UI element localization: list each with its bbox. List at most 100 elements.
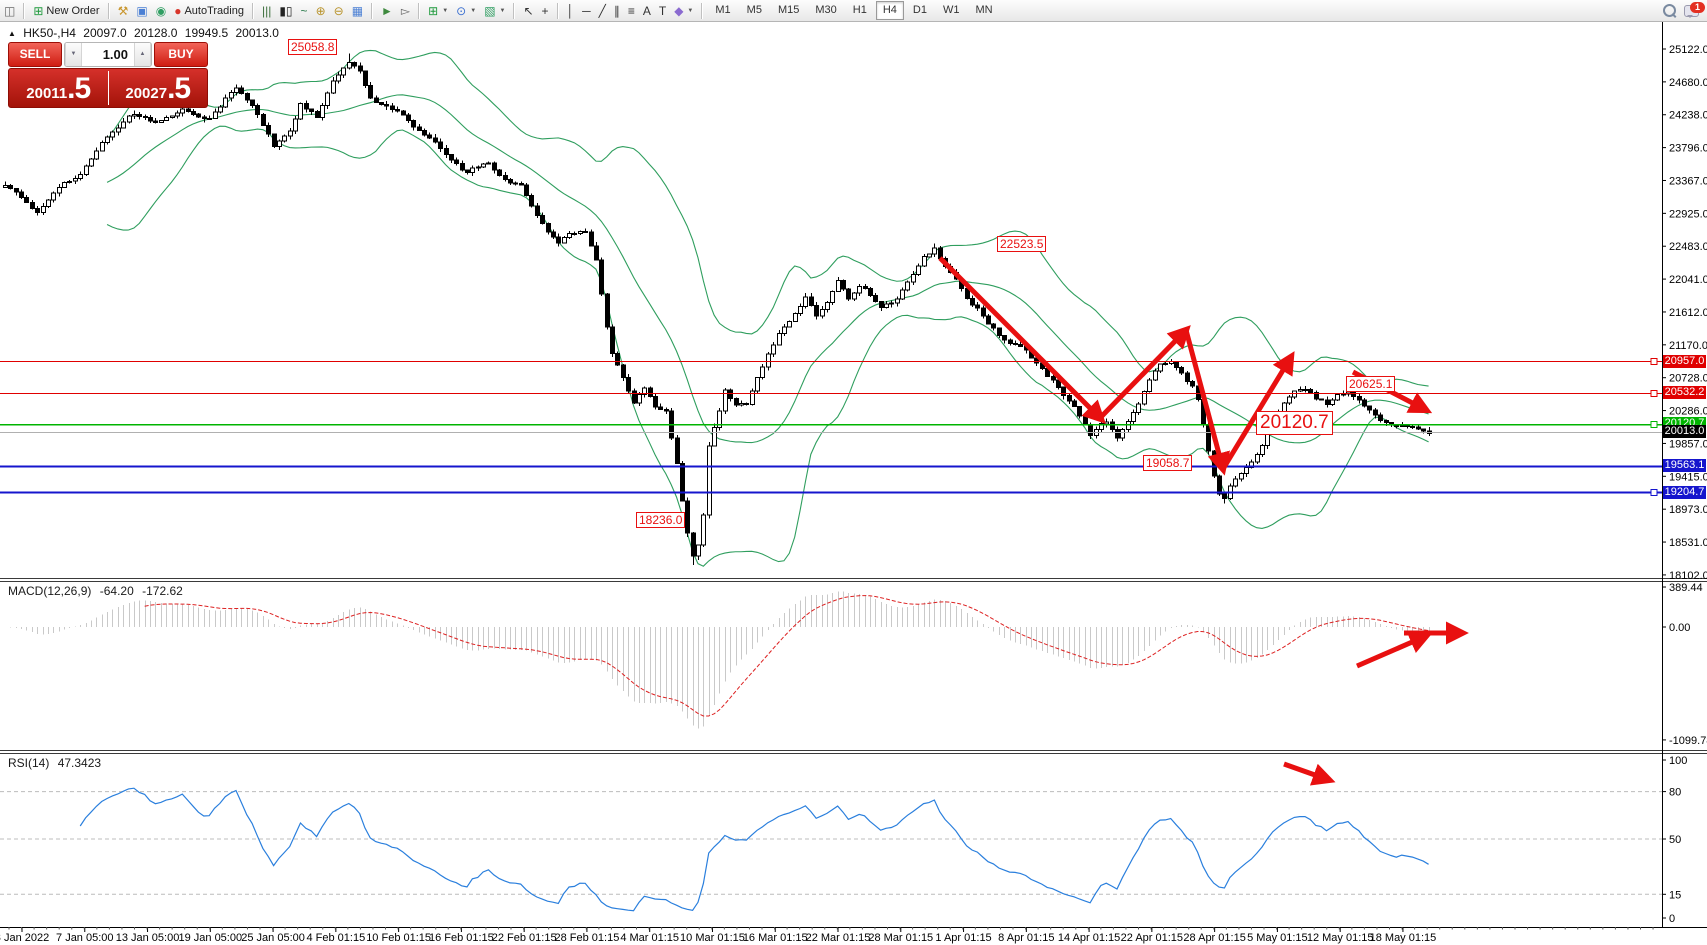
toolbar-separator [701, 2, 704, 19]
trendline-button[interactable]: ╱ [595, 1, 610, 20]
vertical-line-button-icon: │ [566, 3, 575, 18]
price-annotation-label[interactable]: 18236.0 [636, 512, 686, 528]
expert-advisors-icon[interactable]: ▣ [132, 1, 151, 20]
search-icon[interactable] [1663, 4, 1676, 17]
timeframe-D1-button[interactable]: D1 [912, 4, 927, 16]
indicators-button[interactable]: ▧ ▼ [480, 1, 509, 20]
text-button-icon: A [642, 3, 651, 18]
buy-button[interactable]: BUY [154, 42, 208, 67]
svg-text:25 Jan 05:00: 25 Jan 05:00 [241, 932, 305, 944]
svg-text:22925.0: 22925.0 [1669, 208, 1707, 220]
zoom-in-button-icon: ⊕ [315, 3, 326, 18]
timeframe-H1-button[interactable]: H1 [852, 4, 867, 16]
new-order-button[interactable]: ⊞ New Order [29, 1, 103, 20]
ask-price[interactable]: 20027.5 [109, 69, 208, 107]
toolbar-separator [251, 2, 254, 19]
time-axis[interactable]: 3 Jan 2022 7 Jan 05:00 13 Jan 05:00 19 Jan … [0, 927, 1654, 944]
price-annotation-label[interactable]: 19058.7 [1143, 455, 1193, 471]
zoom-in-button[interactable]: ⊕ [312, 1, 330, 20]
bid-main-digits: 20011 [26, 85, 68, 102]
svg-text:4 Mar 01:15: 4 Mar 01:15 [620, 932, 679, 944]
notifications-icon[interactable]: 1 [1684, 1, 1705, 18]
new-order-button-label: New Order [46, 4, 100, 17]
macd-rally-arrow[interactable] [1356, 631, 1433, 669]
svg-text:1 Apr 01:15: 1 Apr 01:15 [935, 932, 991, 944]
timeframe-M1-button[interactable]: M1 [715, 4, 731, 16]
horizontal-line-button[interactable]: ─ [578, 1, 595, 20]
trade-hammer-icon[interactable]: ⚒ [114, 1, 133, 20]
timeframe-M15-button[interactable]: M15 [777, 4, 800, 16]
trend-arrows[interactable] [938, 256, 1469, 786]
chart-window-icon[interactable]: ◫ [0, 1, 19, 20]
autotrading-button[interactable]: ● AutoTrading [170, 1, 248, 20]
svg-text:7 Jan 05:00: 7 Jan 05:00 [56, 932, 114, 944]
new-chart-button[interactable]: ⊞ ▼ [424, 1, 452, 20]
rsi-header: RSI(14) 47.3423 [8, 756, 106, 770]
toolbar: ◫ ⊞ New Order ⚒ ▣ ◉ ● AutoTrading ||| ▮▯ ~ ⊕ ⊖ ▦ ► ▻ ⊞ ▼ ⊙… [0, 0, 1707, 22]
line-chart-button[interactable]: ~ [297, 1, 312, 20]
zoom-out-button[interactable]: ⊖ [330, 1, 348, 20]
dropdown-caret-icon: ▼ [499, 7, 506, 14]
price-badge: 20957.0 [1663, 354, 1706, 368]
svg-text:4 Feb 01:15: 4 Feb 01:15 [306, 932, 365, 944]
decline-arrow-1[interactable] [938, 256, 1106, 424]
timeframe-W1-button[interactable]: W1 [942, 4, 960, 16]
price-axis[interactable]: 25122.0 24680.0 24238.0 23796.0 23367.0 22925… [1662, 44, 1707, 925]
volume-control: ▼ 1.00 ▲ [64, 42, 152, 67]
bar-chart-button[interactable]: ||| [258, 1, 275, 20]
profiles-button[interactable]: ⊙ ▼ [452, 1, 480, 20]
svg-text:28 Apr 01:15: 28 Apr 01:15 [1183, 932, 1245, 944]
sell-button[interactable]: SELL [8, 42, 62, 67]
arrows-button[interactable]: ◆ ▼ [670, 1, 697, 20]
svg-text:5 May 01:15: 5 May 01:15 [1247, 932, 1308, 944]
timeframe-MN-button[interactable]: MN [975, 4, 993, 16]
tile-windows-button-icon: ▦ [351, 3, 364, 18]
volume-input[interactable]: 1.00 [102, 47, 128, 62]
chart-shift-button[interactable]: ▻ [397, 1, 414, 20]
svg-text:16 Mar 01:15: 16 Mar 01:15 [743, 932, 808, 944]
crosshair-button[interactable]: + [538, 1, 553, 20]
expert-advisors-icon-icon: ▣ [136, 3, 148, 18]
rsi-down-arrow[interactable] [1283, 761, 1336, 786]
volume-decrease-button[interactable]: ▼ [65, 43, 82, 66]
text-label-button[interactable]: T [655, 1, 670, 20]
decline-arrow-2[interactable] [1183, 329, 1230, 476]
price-annotation-label[interactable]: 25058.8 [288, 39, 338, 55]
volume-increase-button[interactable]: ▲ [134, 43, 151, 66]
price-annotation-label[interactable]: 20120.7 [1256, 411, 1333, 435]
candlestick-chart-button-icon: ▮▯ [279, 3, 293, 18]
horizontal-level-lines[interactable] [0, 358, 1662, 496]
zoom-out-button-icon: ⊖ [333, 3, 344, 18]
svg-text:14 Apr 01:15: 14 Apr 01:15 [1058, 932, 1120, 944]
dropdown-caret-icon: ▼ [470, 7, 477, 14]
dropdown-caret-icon: ▼ [687, 7, 694, 14]
cursor-button[interactable]: ↖ [519, 1, 537, 20]
svg-text:28 Mar 01:15: 28 Mar 01:15 [868, 932, 933, 944]
cursor-button-icon: ↖ [523, 3, 534, 18]
rally-arrow-1[interactable] [1097, 325, 1191, 421]
signals-icon[interactable]: ◉ [152, 1, 170, 20]
timeframe-M30-button[interactable]: M30 [815, 4, 837, 16]
price-annotation-label[interactable]: 20625.1 [1346, 376, 1396, 392]
price-annotation-label[interactable]: 22523.5 [997, 236, 1047, 252]
fibonacci-button[interactable]: ≡ [624, 1, 639, 20]
indicators-button-icon: ▧ [484, 3, 496, 18]
trendline-button-icon: ╱ [598, 3, 606, 18]
timeframe-H4-button[interactable]: H4 [875, 1, 904, 20]
tile-windows-button[interactable]: ▦ [348, 1, 367, 20]
svg-text:21170.0: 21170.0 [1669, 340, 1707, 352]
symbol-collapse-icon[interactable]: ▲ [8, 29, 16, 38]
bid-ask-divider [107, 71, 109, 105]
candlestick-chart-button[interactable]: ▮▯ [275, 1, 296, 20]
equidistant-channel-button[interactable]: ∥ [610, 1, 624, 20]
new-order-button-icon: ⊞ [33, 3, 44, 18]
auto-scroll-button[interactable]: ► [377, 1, 397, 20]
bid-price[interactable]: 20011.5 [9, 69, 108, 107]
timeframe-M5-button[interactable]: M5 [746, 4, 762, 16]
text-button[interactable]: A [639, 1, 655, 20]
svg-text:22041.0: 22041.0 [1669, 274, 1707, 286]
vertical-line-button[interactable]: │ [563, 1, 579, 20]
rsi-indicator [0, 787, 1662, 912]
